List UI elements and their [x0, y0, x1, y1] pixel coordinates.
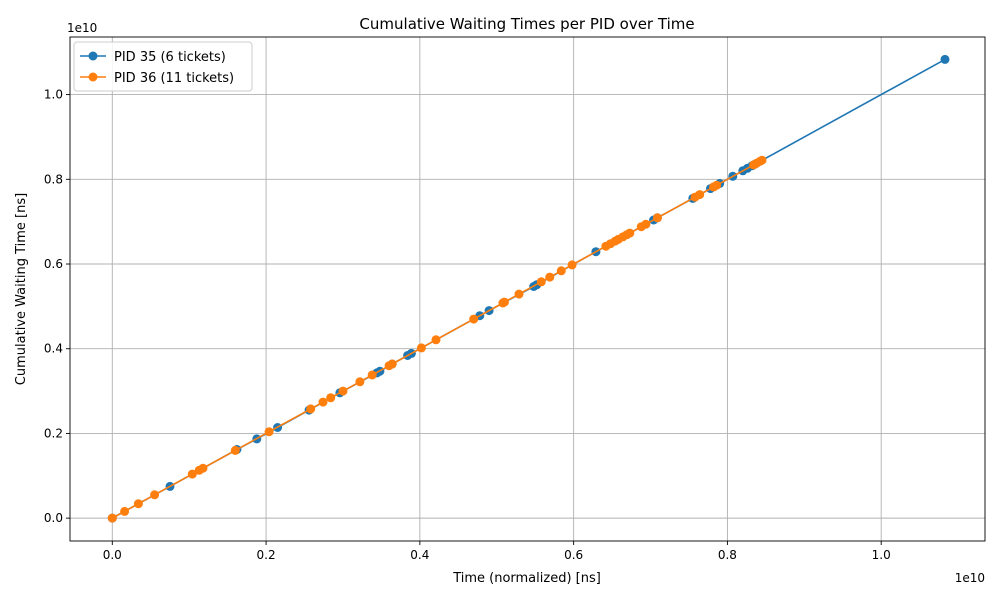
- y-tick-label: 0.0: [44, 511, 63, 525]
- data-point: [187, 469, 197, 479]
- data-point: [514, 289, 524, 299]
- legend-marker-pid36: [88, 72, 98, 82]
- data-point: [120, 506, 130, 516]
- data-point: [230, 445, 240, 455]
- data-point: [198, 463, 208, 473]
- data-point: [695, 190, 705, 200]
- data-point: [355, 377, 365, 387]
- data-point: [712, 180, 722, 190]
- data-point: [338, 386, 348, 396]
- data-point: [318, 397, 328, 407]
- data-point: [469, 314, 479, 324]
- data-point: [264, 427, 274, 437]
- data-point: [757, 155, 767, 165]
- data-point: [387, 359, 397, 369]
- x-tick-label: 0.6: [564, 548, 583, 562]
- data-point: [431, 335, 441, 345]
- data-point: [556, 266, 566, 276]
- x-tick-label: 0.2: [257, 548, 276, 562]
- y-tick-label: 1.0: [44, 88, 63, 102]
- x-tick-label: 0.0: [103, 548, 122, 562]
- data-point: [545, 272, 555, 282]
- y-tick-label: 0.8: [44, 172, 63, 186]
- data-point: [306, 404, 316, 414]
- x-tick-label: 1.0: [872, 548, 891, 562]
- data-point: [416, 343, 426, 353]
- data-point: [326, 393, 336, 403]
- data-point: [641, 219, 651, 229]
- legend-label-pid36: PID 36 (11 tickets): [114, 71, 234, 86]
- x-axis-label: Time (normalized) [ns]: [452, 571, 601, 586]
- plot-frame: [69, 36, 986, 542]
- y-axis-offset-text: 1e10: [67, 21, 97, 35]
- grid-lines: [70, 37, 985, 541]
- x-tick-label: 0.8: [718, 548, 737, 562]
- legend-label-pid35: PID 35 (6 tickets): [114, 50, 226, 65]
- axis-ticks: 0.0 0.2 0.4 0.6 0.8 1.0 0.0 0.2 0.4 0.6 0.8 1.0: [44, 88, 891, 562]
- data-point: [107, 513, 117, 523]
- data-point: [133, 499, 143, 509]
- chart-title: Cumulative Waiting Times per PID over Ti…: [359, 15, 694, 33]
- legend-box: [73, 41, 253, 92]
- y-tick-label: 0.6: [44, 257, 63, 271]
- y-tick-label: 0.4: [44, 342, 63, 356]
- legend: PID 35 (6 tickets) PID 36 (11 tickets): [73, 41, 253, 92]
- x-tick-label: 0.4: [410, 548, 429, 562]
- y-tick-label: 0.2: [44, 426, 63, 440]
- data-point: [367, 370, 377, 380]
- data-point: [499, 297, 509, 307]
- data-point: [567, 260, 577, 270]
- data-point: [150, 490, 160, 500]
- series-pid-36-11-tickets: [107, 155, 767, 523]
- plot-series: [107, 54, 950, 523]
- x-axis-offset-text: 1e10: [955, 571, 985, 585]
- legend-marker-pid35: [88, 51, 98, 61]
- data-point: [940, 54, 950, 64]
- data-point: [536, 277, 546, 287]
- data-point: [625, 228, 635, 238]
- y-axis-label: Cumulative Waiting Time [ns]: [14, 193, 29, 385]
- data-point: [652, 213, 662, 223]
